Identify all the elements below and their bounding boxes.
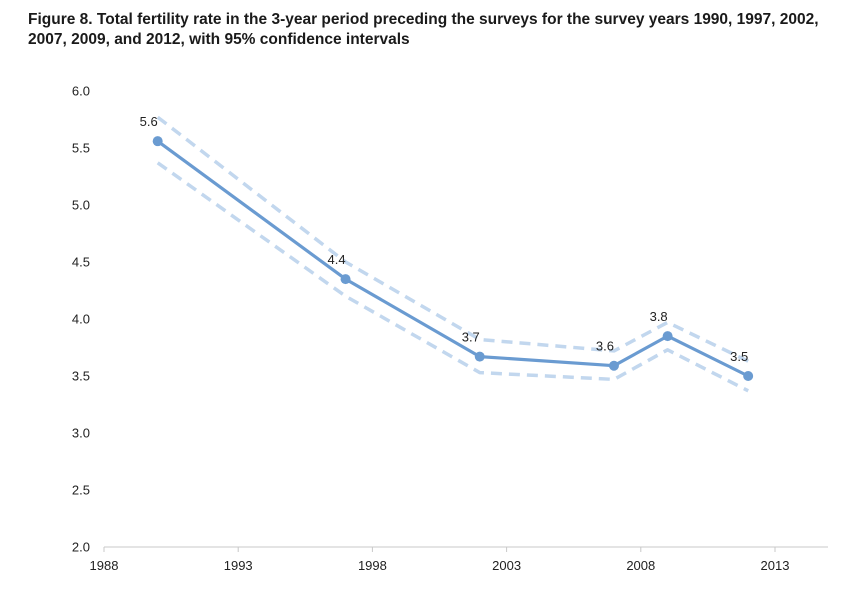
upper-ci-line [156,115,749,363]
data-label: 5.6 [140,114,158,129]
y-tick-label: 6.0 [72,84,90,99]
data-label: 3.5 [730,349,748,364]
y-tick-label: 4.0 [72,312,90,327]
y-tick-label: 4.5 [72,255,90,270]
x-tick-label: 2003 [492,558,521,573]
data-point [743,371,754,381]
data-point [474,351,485,362]
y-tick-label: 3.5 [72,369,90,384]
main-series-line [156,139,749,378]
data-label: 4.4 [328,252,346,267]
data-point [608,360,619,371]
x-tick-label: 2008 [626,558,655,573]
x-tick-label: 1998 [358,558,387,573]
x-tick-label: 2013 [761,558,790,573]
data-points [152,136,754,381]
confidence-interval-lines [156,115,749,393]
main-series [156,139,749,378]
x-axis: 1988 1993 1998 2003 2008 2013 [90,546,828,573]
y-tick-label: 5.5 [72,141,90,156]
data-label: 3.8 [650,309,668,324]
data-point [340,274,351,285]
y-tick-label: 2.5 [72,483,90,498]
data-label: 3.6 [596,339,614,354]
lower-ci-line [156,161,749,393]
data-point [662,331,673,342]
x-tick-label: 1993 [224,558,253,573]
y-tick-label: 2.0 [72,540,90,555]
y-tick-label: 3.0 [72,426,90,441]
data-labels: 5.6 4.4 3.7 3.6 3.8 3.5 [140,114,749,364]
y-axis-tick-labels: 2.0 2.5 3.0 3.5 4.0 4.5 5.0 5.5 6.0 [72,84,90,555]
data-point [152,136,163,147]
data-label: 3.7 [462,330,480,345]
y-tick-label: 5.0 [72,198,90,213]
x-tick-label: 1988 [90,558,119,573]
chart-title: Figure 8. Total fertility rate in the 3-… [28,11,819,48]
